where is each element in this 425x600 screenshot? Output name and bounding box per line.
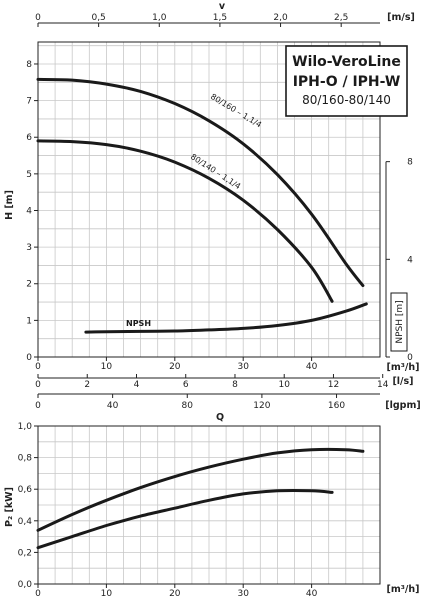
head-y-axis-label: H [m]: [4, 190, 15, 220]
head-y-tick-label: 8: [26, 60, 32, 70]
ls-tick-label: 6: [183, 380, 189, 390]
power-curve-80-160: [36, 447, 365, 532]
velocity-axis-label: v: [219, 1, 226, 12]
ls-tick-label: 2: [84, 380, 90, 390]
gpm-tick-label: 160: [328, 401, 345, 411]
npsh-tick-label: 4: [407, 255, 413, 265]
velocity-tick-label: 0,5: [91, 13, 105, 23]
axes-layer: [34, 22, 408, 588]
npsh-curve: [84, 302, 368, 334]
power-x-tick-label: 0: [35, 589, 41, 599]
power-chart-frame: [37, 425, 381, 585]
velocity-tick-label: 0: [35, 13, 41, 23]
gpm-tick-label: 80: [182, 401, 194, 411]
gpm-unit-label: [lgpm]: [385, 400, 420, 411]
npsh-label-box: [390, 292, 408, 352]
power-x-tick-label: 10: [101, 589, 113, 599]
head-x-tick-label: 30: [237, 362, 249, 372]
head-x-tick-label: 40: [306, 362, 318, 372]
gpm-tick-label: 120: [253, 401, 270, 411]
ls-tick-label: 0: [35, 380, 41, 390]
head-y-tick-label: 5: [26, 170, 32, 180]
head-chart-frame: [37, 41, 381, 358]
curve-label-npsh: NPSH: [126, 319, 151, 328]
velocity-tick-label: 1,0: [152, 13, 167, 23]
head-x-tick-label: 20: [169, 362, 181, 372]
power-y-tick-label: 1,0: [18, 422, 33, 432]
velocity-unit-label: [m/s]: [387, 12, 415, 23]
npsh-tick-label: 8: [407, 158, 413, 168]
head-y-tick-label: 2: [26, 280, 32, 290]
power-x-unit-label: [m³/h]: [387, 584, 420, 595]
head-curve-80-140: [36, 139, 334, 303]
npsh-tick-label: 0: [407, 353, 413, 363]
head-y-tick-label: 6: [26, 133, 32, 143]
gpm-tick-label: 0: [35, 401, 41, 411]
title-line-3: 80/160-80/140: [302, 93, 391, 107]
ls-tick-label: 12: [328, 380, 339, 390]
curve-label-80-160: 80/160 – 1,1/4: [209, 92, 263, 129]
ls-tick-label: 8: [232, 380, 238, 390]
head-x-unit-label: [m³/h]: [387, 362, 420, 373]
ls-tick-label: 4: [134, 380, 140, 390]
velocity-tick-label: 2,5: [334, 13, 348, 23]
head-y-tick-label: 7: [26, 97, 32, 107]
gpm-tick-label: 40: [107, 401, 119, 411]
head-y-tick-label: 4: [26, 206, 32, 216]
velocity-tick-label: 1,5: [213, 13, 227, 23]
power-y-tick-label: 0,0: [18, 580, 33, 590]
ls-unit-label: [l/s]: [392, 376, 413, 387]
power-curve-80-140: [36, 489, 334, 550]
power-x-tick-label: 20: [169, 589, 181, 599]
title-line-2: IPH-O / IPH-W: [293, 74, 401, 90]
title-line-1: Wilo-VeroLine: [292, 54, 401, 70]
head-x-tick-label: 0: [35, 362, 41, 372]
curves-layer: [36, 77, 368, 550]
power-y-tick-label: 0,6: [18, 485, 33, 495]
power-y-tick-label: 0,2: [18, 548, 32, 558]
power-x-tick-label: 30: [237, 589, 249, 599]
npsh-axis-label: NPSH [m]: [395, 300, 405, 343]
power-y-tick-label: 0,4: [18, 517, 33, 527]
q-axis-label: Q: [216, 412, 224, 423]
velocity-tick-label: 2,0: [273, 13, 288, 23]
head-curve-80-160: [36, 77, 365, 288]
power-y-tick-label: 0,8: [18, 454, 33, 464]
power-x-tick-label: 40: [306, 589, 318, 599]
ls-tick-label: 14: [377, 380, 389, 390]
head-y-tick-label: 3: [26, 243, 32, 253]
power-y-axis-label: P₂ [kW]: [4, 487, 15, 527]
title-box: Wilo-VeroLine IPH-O / IPH-W 80/160-80/14…: [285, 45, 408, 117]
ls-tick-label: 10: [278, 380, 290, 390]
grid-layer: [38, 42, 380, 584]
head-y-tick-label: 1: [26, 316, 32, 326]
head-x-tick-label: 10: [101, 362, 113, 372]
head-y-tick-label: 0: [26, 353, 32, 363]
